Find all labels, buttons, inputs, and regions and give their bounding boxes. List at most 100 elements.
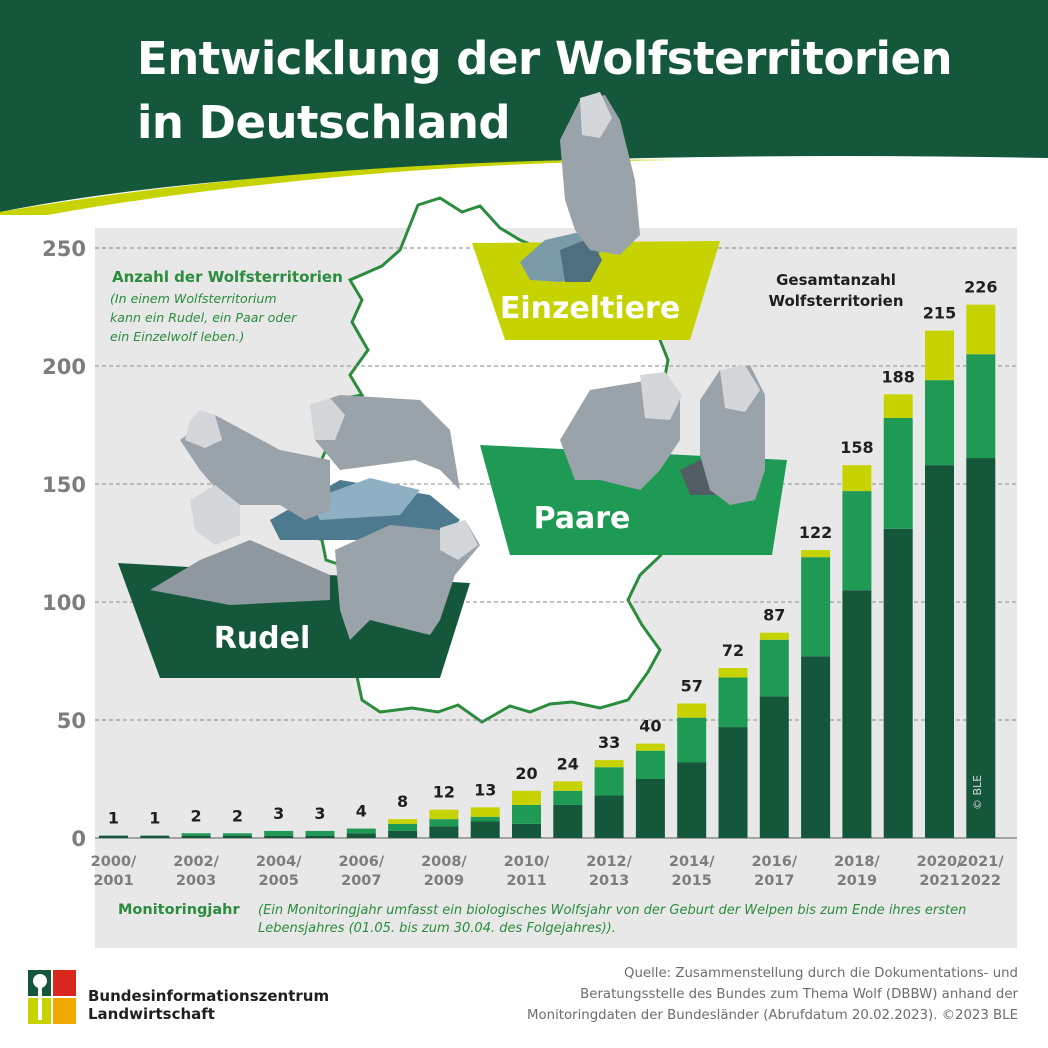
bar-segment-paare (719, 678, 748, 728)
x-tick-label: 2016/ (751, 854, 797, 870)
bar-segment-rudel (553, 805, 582, 838)
x-tick-label: 2015 (672, 873, 712, 889)
x-axis-title: Monitoringjahr (118, 902, 240, 918)
x-tick-label: 2001 (93, 873, 133, 889)
y-axis-note-line-1: (In einem Wolfsterritorium (110, 291, 277, 306)
source-line-1: Quelle: Zusammenstellung durch die Dokum… (624, 966, 1018, 981)
bar-segment-rudel (801, 656, 830, 838)
bar-segment-rudel (347, 833, 376, 838)
x-tick-label: 2000/ (91, 854, 137, 870)
bar-segment-einzeltiere (719, 668, 748, 677)
paare-badge: Paare (480, 365, 787, 555)
bar-segment-paare (842, 491, 871, 590)
bar-total-label: 20 (515, 764, 537, 783)
bar-total-label: 24 (557, 754, 579, 773)
bar-segment-einzeltiere (512, 791, 541, 805)
bar-total-label: 3 (273, 804, 284, 823)
bar-segment-rudel (719, 727, 748, 838)
bar-total-label: 12 (433, 783, 455, 802)
bar-total-label: 72 (722, 641, 744, 660)
bar-total-label: 188 (881, 367, 914, 386)
bar-segment-paare (801, 557, 830, 656)
y-tick-label: 250 (42, 237, 86, 261)
bar-segment-einzeltiere (471, 807, 500, 816)
x-tick-label: 2012/ (586, 854, 632, 870)
bar-segment-paare (429, 819, 458, 826)
bar-segment-rudel (595, 796, 624, 838)
bar-segment-paare (966, 354, 995, 458)
x-tick-label: 2006/ (338, 854, 384, 870)
x-tick-label: 2021 (919, 873, 959, 889)
bar-segment-einzeltiere (842, 465, 871, 491)
x-tick-label: 2017 (754, 873, 794, 889)
bar-segment-einzeltiere (553, 781, 582, 790)
page-title-line-1: Entwicklung der Wolfsterritorien (137, 32, 952, 85)
bar-total-label: 2 (191, 806, 202, 825)
bar-segment-rudel (429, 826, 458, 838)
bar-segment-paare (223, 833, 252, 835)
wolf-pair-illustration (560, 365, 765, 505)
y-tick-label: 50 (57, 709, 86, 733)
bar-segment-paare (925, 380, 954, 465)
bar-segment-paare (636, 751, 665, 779)
y-axis-note-line-3: ein Einzelwolf leben.) (110, 329, 244, 344)
y-tick-label: 0 (71, 827, 86, 851)
bar-segment-einzeltiere (429, 810, 458, 819)
y-tick-label: 200 (42, 355, 86, 379)
bar-total-label: 3 (314, 804, 325, 823)
einzeltiere-label: Einzeltiere (500, 291, 680, 326)
bar-total-label: 57 (681, 676, 703, 695)
bar-segment-rudel (760, 696, 789, 838)
bar-segment-paare (760, 640, 789, 697)
bar-segment-rudel (512, 824, 541, 838)
bar-segment-rudel (140, 836, 169, 838)
x-tick-label: 2002/ (173, 854, 219, 870)
rudel-label: Rudel (214, 621, 311, 656)
bar-total-label: 226 (964, 278, 997, 297)
bar-total-label: 4 (356, 802, 367, 821)
bar-segment-einzeltiere (636, 744, 665, 751)
bar-segment-einzeltiere (595, 760, 624, 767)
bar-segment-paare (306, 831, 335, 836)
x-tick-label: 2019 (837, 873, 877, 889)
bar-segment-einzeltiere (966, 305, 995, 355)
bar-segment-paare (264, 831, 293, 836)
bar-segment-paare (553, 791, 582, 805)
bar-segment-paare (471, 817, 500, 822)
y-tick-label: 150 (42, 473, 86, 497)
bar-segment-paare (388, 824, 417, 831)
paare-label: Paare (534, 501, 631, 536)
bar-segment-rudel (182, 836, 211, 838)
x-tick-label: 2011 (506, 873, 546, 889)
bar-segment-einzeltiere (388, 819, 417, 824)
bar-segment-paare (347, 829, 376, 834)
bar-total-label: 215 (923, 304, 956, 323)
bars (99, 305, 995, 838)
x-tick-label: 2008/ (421, 854, 467, 870)
x-axis-ticks: 2000/2001 2002/2003 2004/2005 2006/2007 2008… (91, 854, 1005, 889)
x-tick-label: 2009 (424, 873, 464, 889)
bar-total-label: 33 (598, 733, 620, 752)
bar-segment-rudel (884, 529, 913, 838)
x-axis-note-line-2: Lebensjahres (01.05. bis zum 30.04. des … (258, 921, 616, 936)
bar-segment-paare (884, 418, 913, 529)
org-name-line-2: Landwirtschaft (88, 1005, 215, 1023)
bar-segment-rudel (925, 465, 954, 838)
y-axis-ticks: 0 50 100 150 200 250 (42, 237, 86, 851)
bar-segment-rudel (306, 836, 335, 838)
watermark: © BLE (971, 775, 984, 810)
wolf-pack-illustration (150, 395, 480, 640)
x-tick-label: 2003 (176, 873, 216, 889)
x-tick-label: 2014/ (669, 854, 715, 870)
x-tick-label: 2018/ (834, 854, 880, 870)
total-label-line-2: Wolfsterritorien (756, 292, 916, 310)
org-name-line-1: Bundesinformationszentrum (88, 987, 329, 1005)
page-title-line-2: in Deutschland (137, 96, 510, 149)
source-line-2: Beratungsstelle des Bundes zum Thema Wol… (580, 987, 1018, 1002)
ble-logo-icon (28, 970, 76, 1024)
bar-segment-rudel (264, 836, 293, 838)
value-labels: 1 1 2 2 3 3 4 8 12 1320 24334057728712215818821522… (108, 278, 998, 828)
y-tick-label: 100 (42, 591, 86, 615)
bar-total-label: 1 (149, 809, 160, 828)
y-axis-title: Anzahl der Wolfsterritorien (112, 268, 343, 286)
